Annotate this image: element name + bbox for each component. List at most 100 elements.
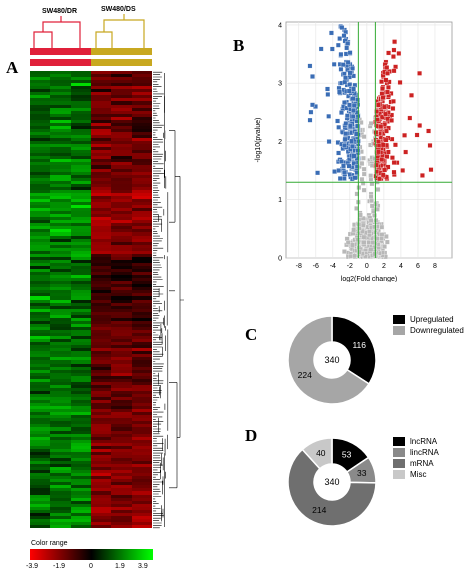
group-bar-dr-2: [30, 59, 91, 66]
donut-slice: [287, 315, 371, 405]
data-point: [383, 111, 389, 117]
group-label-dr: SW480/DR: [42, 8, 78, 15]
data-point: [351, 160, 357, 166]
x-axis-label: log2(Fold change): [341, 276, 397, 282]
data-point: [348, 253, 353, 259]
data-point: [369, 198, 374, 204]
row-dendrogram: [153, 71, 184, 529]
data-point: [349, 138, 354, 144]
x-tick-label: 0: [365, 263, 369, 270]
data-point: [342, 100, 347, 105]
data-point: [380, 142, 386, 148]
data-point: [350, 144, 355, 149]
data-point: [389, 136, 395, 142]
data-point: [372, 213, 377, 218]
data-point: [335, 118, 340, 124]
data-point: [344, 113, 350, 119]
data-point: [339, 25, 345, 30]
data-point: [347, 70, 353, 76]
data-point: [397, 80, 403, 85]
data-point: [393, 64, 398, 70]
data-point: [337, 89, 342, 95]
data-point: [358, 212, 363, 218]
data-point: [378, 124, 384, 129]
x-tick-label: 2: [382, 263, 386, 270]
data-point: [383, 234, 389, 239]
legend-label: Misc: [410, 470, 427, 479]
data-point: [344, 105, 349, 111]
data-point: [343, 75, 348, 81]
legend-label: mRNA: [410, 459, 434, 468]
data-point: [380, 172, 386, 178]
y-tick-label: 1: [278, 197, 282, 204]
data-point: [361, 134, 367, 140]
data-point: [377, 111, 383, 117]
data-point: [361, 166, 367, 172]
data-point: [384, 65, 390, 70]
data-point: [351, 153, 357, 159]
legend-d: lncRNA lincRNA mRNA Misc: [393, 437, 439, 481]
data-point: [420, 173, 425, 178]
data-point: [391, 47, 397, 53]
data-point: [376, 139, 381, 144]
panel-label-c: C: [245, 325, 258, 344]
data-point: [352, 175, 358, 181]
y-tick-label: 2: [278, 139, 282, 146]
group-bar-ds: [91, 48, 152, 55]
slice-value-label: 224: [298, 370, 312, 380]
data-point: [339, 110, 344, 115]
slice-value-label: 214: [312, 505, 326, 515]
data-point: [307, 63, 313, 69]
data-point: [379, 236, 384, 241]
data-point: [402, 132, 407, 138]
data-point: [325, 86, 330, 92]
data-point: [343, 51, 349, 57]
data-point: [345, 59, 351, 65]
data-point: [341, 176, 347, 181]
data-point: [390, 106, 396, 111]
legend-label: Downregulated: [410, 326, 464, 335]
data-point: [375, 187, 381, 192]
data-point: [350, 65, 355, 71]
donut-center-total: 340: [324, 355, 339, 365]
data-point: [373, 218, 379, 223]
data-point: [356, 222, 362, 227]
legend-item: Upregulated: [393, 315, 464, 324]
slice-value-label: 116: [352, 340, 366, 350]
legend-swatch: [393, 437, 405, 446]
data-point: [329, 46, 335, 52]
data-point: [354, 164, 360, 169]
data-point: [363, 254, 368, 259]
data-point: [383, 77, 389, 83]
data-point: [344, 45, 350, 51]
column-dendrogram: [33, 14, 145, 48]
data-point: [386, 84, 391, 90]
data-point: [354, 191, 360, 197]
legend-swatch: [393, 315, 405, 324]
data-point: [368, 218, 374, 223]
data-point: [329, 30, 334, 36]
data-point: [326, 113, 332, 119]
data-point: [379, 114, 385, 120]
data-point: [382, 244, 387, 249]
x-tick-label: -2: [347, 263, 353, 270]
data-point: [361, 171, 367, 177]
data-point: [403, 149, 409, 155]
data-point: [380, 95, 386, 100]
x-tick-label: -6: [313, 263, 319, 270]
data-point: [373, 130, 379, 136]
legend-item: lncRNA: [393, 437, 439, 446]
group-label-ds: SW480/DS: [101, 6, 136, 13]
color-tick: 1.9: [115, 563, 125, 570]
data-point: [396, 51, 402, 56]
y-axis-label: -log10(pvalue): [255, 118, 262, 163]
data-point: [368, 173, 374, 179]
data-point: [353, 131, 359, 137]
legend-swatch: [393, 470, 405, 479]
y-tick-label: 0: [278, 256, 282, 263]
data-point: [417, 70, 422, 76]
data-point: [384, 128, 389, 134]
data-point: [374, 169, 380, 175]
data-point: [390, 155, 395, 161]
